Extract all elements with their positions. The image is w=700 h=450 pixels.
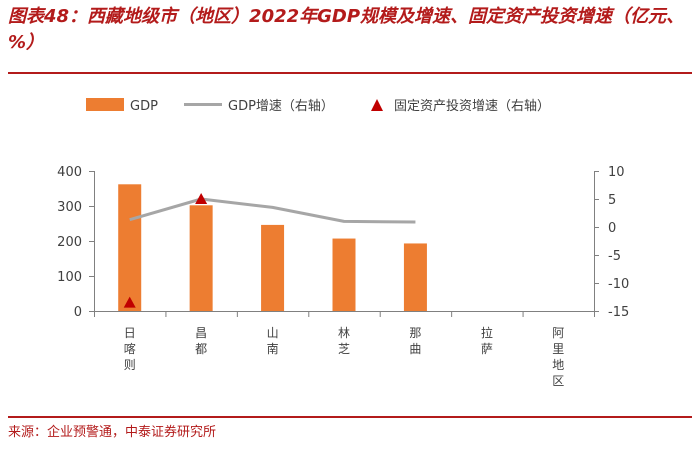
gdp-growth-series	[129, 197, 416, 224]
gdp-bar	[403, 243, 427, 311]
x-axis-categories: 日喀则 昌都 山南 林芝 那曲 拉萨 阿里地区	[94, 311, 595, 388]
right-tick-label: 5	[608, 193, 616, 208]
legend-gdp-label: GDP	[130, 99, 158, 114]
left-tick-label: 100	[57, 270, 82, 285]
left-tick-label: 0	[74, 305, 82, 320]
gdp-bars	[118, 184, 427, 311]
right-axis-ticks: 10 5 0 -5 -10 -15	[594, 165, 629, 320]
category-label: 昌都	[195, 326, 207, 356]
legend-gdp-swatch	[86, 98, 124, 111]
right-tick-label: 0	[608, 221, 616, 236]
legend-fai-growth-label: 固定资产投资增速（右轴）	[394, 98, 550, 114]
legend: GDP GDP增速（右轴） 固定资产投资增速（右轴）	[86, 98, 550, 114]
gdp-bar	[332, 238, 356, 311]
left-tick-label: 400	[57, 165, 82, 180]
right-tick-label: -5	[608, 249, 621, 264]
right-tick-label: -15	[608, 305, 629, 320]
gdp-bar	[189, 205, 213, 311]
fai-growth-marker	[195, 193, 208, 204]
fai-growth-markers	[123, 193, 208, 308]
category-label: 阿里地区	[552, 326, 564, 388]
source-note: 来源：企业预警通，中泰证券研究所	[8, 425, 217, 440]
chart-title: 图表48：西藏地级市（地区）2022年GDP规模及增速、固定资产投资增速（亿元、…	[8, 6, 685, 53]
gdp-growth-line	[129, 197, 416, 224]
fai-growth-marker	[123, 296, 136, 308]
category-label: 那曲	[409, 326, 421, 356]
gdp-bar	[118, 184, 142, 311]
left-tick-label: 300	[57, 200, 82, 215]
legend-fai-growth-swatch	[371, 99, 383, 111]
right-tick-label: -10	[608, 277, 629, 292]
left-axis-ticks: 0 100 200 300 400	[57, 165, 94, 320]
category-label: 林芝	[338, 326, 350, 356]
category-label: 山南	[267, 326, 279, 356]
category-label: 日喀则	[124, 326, 136, 372]
left-tick-label: 200	[57, 235, 82, 250]
right-tick-label: 10	[608, 165, 625, 180]
title-rule	[8, 72, 692, 74]
category-label: 拉萨	[481, 325, 493, 356]
gdp-bar	[261, 224, 285, 311]
source-rule	[8, 416, 692, 418]
legend-gdp-growth-label: GDP增速（右轴）	[228, 99, 334, 114]
